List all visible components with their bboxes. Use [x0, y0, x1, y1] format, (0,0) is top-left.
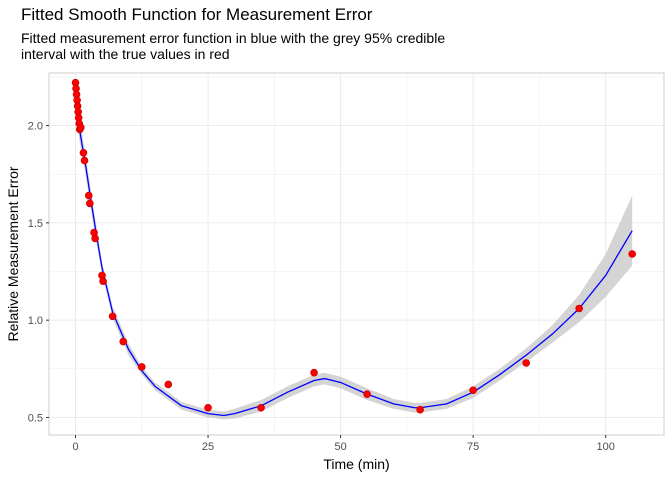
x-axis-title: Time (min)	[323, 456, 389, 472]
x-tick-label: 100	[597, 441, 615, 453]
axes: 0 25 50 75 100 0.5 1.0 1.5 2.0	[28, 121, 615, 453]
y-tick-label: 1.5	[28, 218, 43, 230]
data-point	[416, 405, 424, 414]
data-point	[310, 368, 318, 377]
chart-subtitle-line-1: Fitted measurement error function in blu…	[21, 30, 445, 46]
x-tick-label: 0	[72, 441, 78, 453]
data-point	[257, 403, 265, 412]
fitted-line	[74, 102, 633, 417]
data-point	[164, 380, 173, 389]
chart-subtitle-line-2: interval with the true values in red	[21, 46, 230, 62]
data-point	[575, 304, 583, 313]
y-tick-label: 1.0	[28, 315, 43, 327]
data-point	[108, 312, 117, 321]
data-point	[522, 359, 530, 367]
data-point	[79, 149, 88, 157]
data-point	[84, 191, 93, 200]
data-point	[99, 277, 107, 286]
data-point	[363, 390, 371, 398]
data-point	[77, 123, 85, 132]
x-tick-label: 75	[467, 441, 479, 453]
data-point	[91, 234, 99, 243]
x-tick-label: 50	[334, 441, 346, 453]
data-point	[628, 250, 636, 258]
data-point	[204, 403, 212, 412]
y-tick-label: 0.5	[28, 412, 43, 424]
y-tick-label: 2.0	[28, 121, 43, 133]
chart-title: Fitted Smooth Function for Measurement E…	[21, 5, 373, 24]
data-point	[469, 386, 477, 395]
plot-panel	[48, 72, 665, 436]
data-point	[80, 156, 89, 165]
fitted-line-path	[74, 102, 633, 417]
data-point	[119, 337, 128, 346]
data-point	[86, 199, 94, 208]
y-axis-title: Relative Measurement Error	[5, 166, 21, 341]
data-point	[137, 363, 146, 371]
x-tick-label: 25	[202, 441, 214, 453]
true-value-points	[71, 78, 636, 414]
